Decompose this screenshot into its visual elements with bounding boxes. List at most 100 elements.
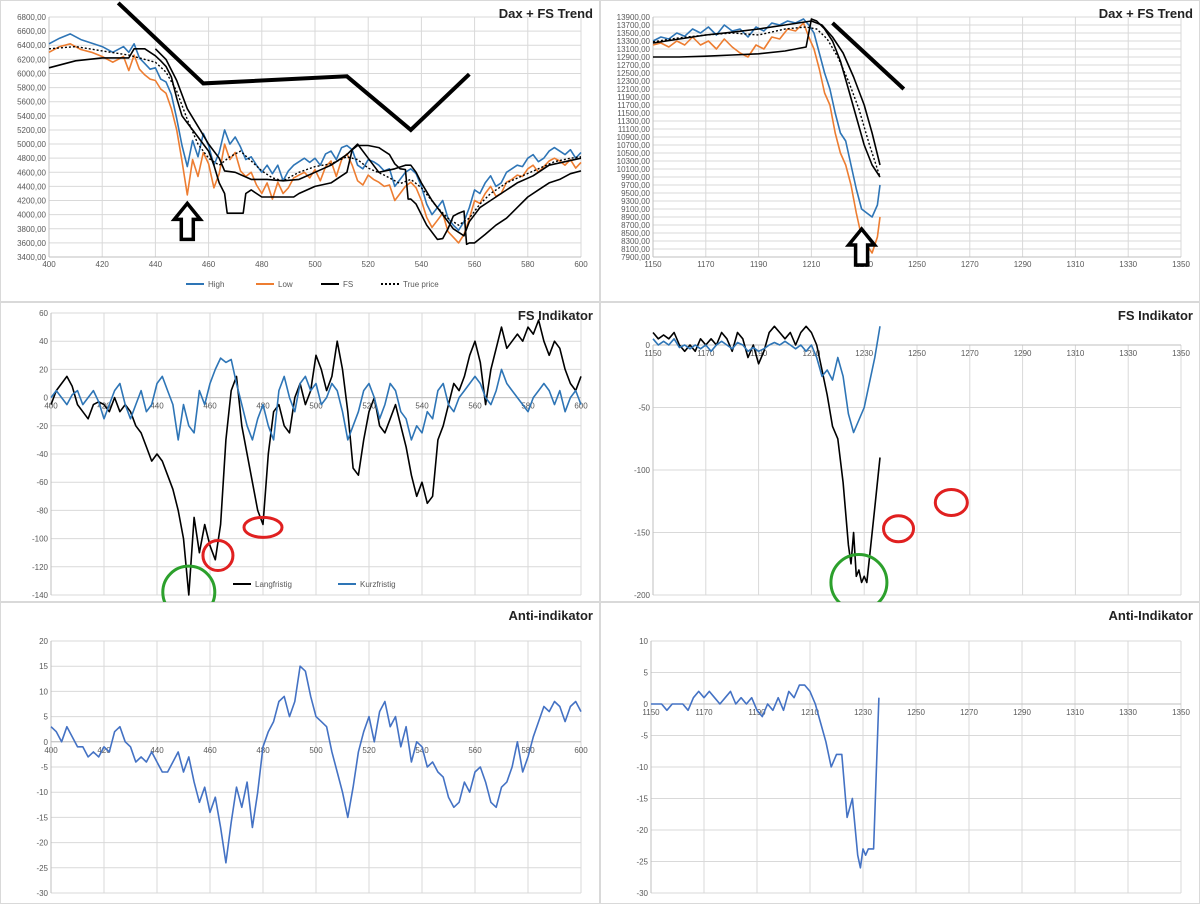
series-line-true-price: [652, 26, 881, 178]
y-tick-label: 3800,00: [17, 225, 46, 234]
x-tick-label: 1230: [855, 349, 873, 358]
fs-indicator-panel-left: -140 -120 -100 -80 -60 -40 -20 0 20 40 60 400 420 440…: [0, 302, 600, 603]
anti-indicator-panel-left: -30 -25 -20 -15 -10 -5 0 5 10 15 20 400 420 440 460 480…: [0, 602, 600, 904]
x-tick-label: 580: [521, 746, 535, 755]
x-tick-label: 440: [150, 746, 164, 755]
y-tick-label: 11100,00: [618, 125, 651, 134]
series-line-kurzfristig: [50, 357, 582, 441]
y-tick-label: -20: [636, 826, 648, 835]
x-tick-label: 1350: [1172, 260, 1190, 269]
y-tick-label: 11300,00: [617, 117, 650, 126]
y-tick-label: -30: [36, 889, 48, 898]
legend-item: Low: [256, 280, 293, 289]
x-tick-label: 500: [309, 746, 323, 755]
y-tick-label: -25: [36, 864, 48, 873]
y-tick-label: 9100,00: [621, 205, 650, 214]
y-tick-label: 4800,00: [17, 154, 46, 163]
y-tick-label: 5400,00: [17, 112, 46, 121]
highlight-circle: [829, 553, 889, 603]
x-tick-label: 540: [415, 402, 429, 411]
y-tick-label: -60: [36, 478, 48, 487]
y-tick-label: 13700,00: [617, 21, 651, 30]
x-tick-label: 1310: [1066, 708, 1084, 717]
x-tick-label: 1250: [908, 260, 926, 269]
x-tick-label: 500: [308, 260, 322, 269]
y-tick-label: 10900,00: [617, 133, 651, 142]
y-tick-label: -25: [636, 858, 648, 867]
x-tick-label: 1290: [1013, 708, 1031, 717]
legend-item: True price: [381, 280, 439, 289]
y-tick-label: -40: [36, 450, 48, 459]
y-tick-label: 10500,00: [617, 149, 651, 158]
y-tick-label: 4200,00: [17, 197, 46, 206]
dax-trend-panel-left: 3400,00 3600,00 3800,00 4000,00 4200,00 4400,…: [0, 0, 600, 302]
series-line-true-price: [48, 45, 582, 226]
x-tick-label: 1250: [908, 349, 926, 358]
y-tick-label: -20: [36, 422, 48, 431]
y-tick-label: 8900,00: [621, 213, 650, 222]
x-tick-label: 480: [255, 260, 269, 269]
x-tick-label: 560: [468, 260, 482, 269]
legend-item: High: [186, 280, 224, 289]
y-tick-label: 9500,00: [621, 189, 650, 198]
y-tick-label: 8100,00: [621, 245, 650, 254]
x-tick-label: 1230: [854, 708, 872, 717]
x-tick-label: 1270: [961, 260, 979, 269]
y-tick-label: -140: [32, 591, 49, 600]
highlight-circle: [242, 515, 284, 539]
highlight-circle: [933, 488, 969, 517]
y-tick-label: 12500,00: [617, 69, 651, 78]
x-tick-label: 560: [468, 402, 482, 411]
x-tick-label: 1310: [1067, 349, 1085, 358]
y-tick-label: 9300,00: [621, 197, 650, 206]
series-line-anti-indikator: [50, 665, 582, 864]
y-tick-label: -5: [641, 732, 649, 741]
x-tick-label: 580: [521, 402, 535, 411]
y-tick-label: 6400,00: [17, 41, 46, 50]
dax-trend-chart-left: 3400,00 3600,00 3800,00 4000,00 4200,00 4400,…: [17, 1, 588, 289]
x-tick-label: 460: [203, 746, 217, 755]
x-tick-label: 600: [574, 260, 588, 269]
y-tick-label: 0: [44, 394, 49, 403]
series-line-fs-upper-band-: [154, 48, 582, 237]
y-tick-label: -10: [36, 788, 48, 797]
y-tick-label: 4400,00: [17, 182, 46, 191]
chart-title: FS Indikator: [517, 308, 593, 323]
y-tick-label: 13300,00: [617, 37, 651, 46]
trend-annotation-line: [831, 21, 906, 91]
y-tick-label: 8500,00: [621, 229, 650, 238]
y-tick-label: -120: [32, 563, 49, 572]
x-tick-label: 1150: [644, 260, 662, 269]
y-tick-label: -80: [36, 506, 48, 515]
y-tick-label: 5600,00: [17, 98, 46, 107]
y-tick-label: 0: [646, 341, 651, 350]
y-tick-label: 8300,00: [621, 237, 650, 246]
x-tick-label: 520: [362, 402, 376, 411]
legend-label: Langfristig: [255, 580, 292, 589]
up-arrow-icon: [170, 200, 204, 242]
dax-trend-chart-right: 7900,008100,008300,008500,008700,008900,…: [617, 13, 1191, 269]
y-tick-label: 0: [644, 700, 649, 709]
y-tick-label: 3600,00: [17, 239, 46, 248]
x-tick-label: 540: [415, 260, 429, 269]
x-tick-label: 1330: [1119, 260, 1137, 269]
chart-title: Anti-Indikator: [1108, 608, 1194, 623]
x-tick-label: 520: [362, 746, 376, 755]
x-tick-label: 580: [521, 260, 535, 269]
x-tick-label: 1170: [695, 708, 713, 717]
x-tick-label: 460: [203, 402, 217, 411]
legend-label: True price: [403, 280, 439, 289]
x-tick-label: 400: [42, 260, 56, 269]
y-tick-label: -30: [636, 889, 648, 898]
up-arrow-icon: [844, 226, 879, 267]
x-tick-label: 1190: [748, 708, 766, 717]
x-tick-label: 1330: [1119, 349, 1137, 358]
legend-item: FS: [321, 280, 353, 289]
highlight-circle: [161, 564, 217, 603]
y-tick-label: 12300,00: [617, 77, 651, 86]
